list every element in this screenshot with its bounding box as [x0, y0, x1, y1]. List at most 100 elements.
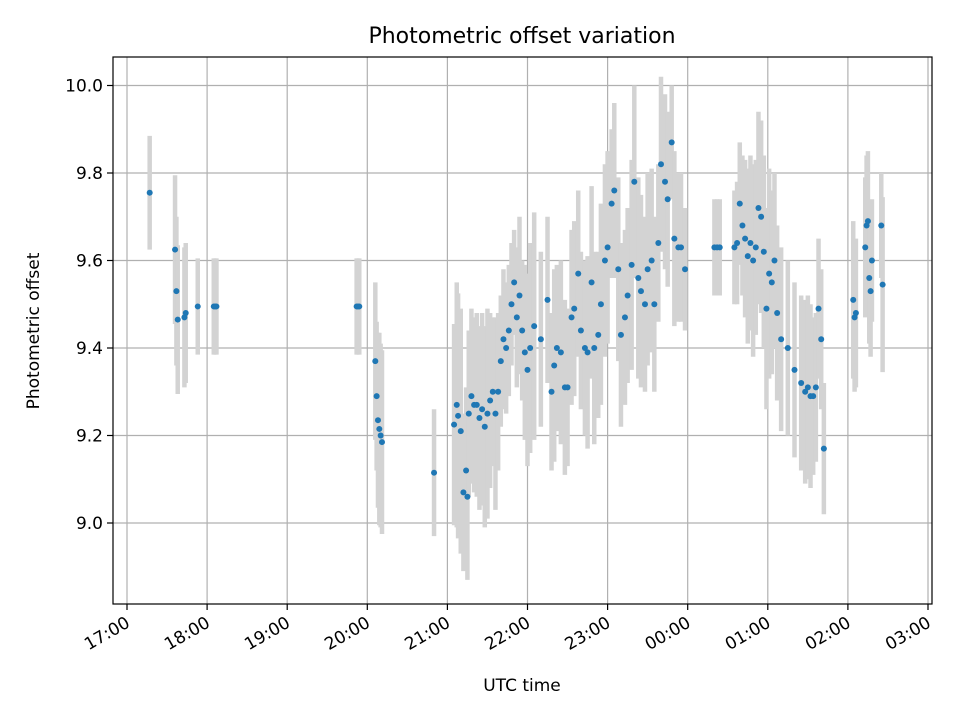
- data-point: [662, 178, 669, 185]
- data-point: [850, 296, 857, 303]
- data-point: [820, 445, 827, 452]
- data-point: [752, 244, 759, 251]
- data-point: [784, 345, 791, 351]
- data-point: [489, 388, 496, 395]
- data-point: [584, 349, 591, 356]
- data-point: [487, 397, 494, 404]
- data-point: [736, 200, 743, 207]
- data-point: [463, 467, 470, 474]
- data-point: [760, 248, 767, 255]
- data-point: [495, 388, 502, 395]
- data-point: [763, 305, 770, 312]
- y-tick-label: 9.4: [76, 339, 103, 359]
- data-point: [637, 288, 644, 295]
- data-point: [513, 314, 520, 321]
- data-point: [372, 358, 379, 365]
- data-point: [658, 161, 664, 168]
- data-point: [804, 384, 811, 391]
- data-point: [575, 270, 582, 277]
- data-point: [608, 200, 615, 207]
- data-point: [879, 281, 886, 288]
- data-point: [774, 310, 781, 316]
- data-point: [867, 288, 874, 295]
- data-point: [521, 349, 528, 356]
- data-point: [356, 303, 363, 310]
- data-point: [791, 366, 798, 373]
- data-point: [524, 366, 531, 373]
- data-point: [768, 279, 775, 286]
- data-point: [682, 266, 689, 273]
- data-point: [597, 301, 604, 308]
- data-point: [527, 345, 534, 351]
- data-point: [431, 469, 438, 476]
- data-point: [377, 432, 384, 439]
- data-point: [468, 393, 475, 400]
- data-point: [455, 412, 462, 419]
- data-point: [641, 301, 648, 308]
- data-point: [601, 257, 608, 264]
- data-point: [476, 415, 483, 421]
- y-tick-label: 9.6: [76, 252, 103, 272]
- data-point: [531, 323, 538, 330]
- data-point: [548, 388, 555, 395]
- y-tick-label: 9.0: [76, 514, 103, 534]
- data-point: [617, 331, 624, 338]
- data-point: [581, 345, 588, 351]
- y-tick-label: 10.0: [65, 77, 103, 97]
- data-point: [453, 401, 460, 408]
- data-point: [519, 327, 526, 334]
- data-point: [810, 393, 817, 400]
- data-point: [651, 301, 658, 308]
- data-point: [173, 288, 180, 295]
- data-point: [739, 222, 746, 229]
- data-point: [537, 336, 544, 343]
- data-point: [588, 279, 595, 286]
- y-tick-label: 9.8: [76, 164, 103, 184]
- data-point: [568, 314, 575, 321]
- data-point: [174, 316, 181, 323]
- data-point: [758, 213, 765, 220]
- data-point: [611, 187, 618, 194]
- data-point: [500, 336, 507, 343]
- data-point: [742, 235, 749, 242]
- data-point: [479, 406, 486, 413]
- data-point: [497, 358, 504, 365]
- data-point: [621, 314, 628, 321]
- data-point: [508, 301, 515, 308]
- data-point: [766, 270, 773, 277]
- data-points: [146, 139, 886, 500]
- data-point: [503, 345, 510, 351]
- data-point: [376, 425, 383, 432]
- y-tick-label: 9.2: [76, 427, 103, 447]
- data-point: [818, 336, 825, 343]
- data-point: [734, 240, 741, 246]
- data-point: [868, 257, 875, 264]
- data-point: [591, 345, 598, 351]
- data-point: [731, 244, 738, 251]
- data-point: [664, 196, 671, 203]
- data-point: [551, 362, 558, 369]
- data-point: [668, 139, 675, 146]
- data-point: [648, 257, 655, 264]
- data-point: [505, 327, 512, 334]
- data-point: [635, 275, 642, 281]
- data-point: [194, 303, 201, 310]
- data-point: [595, 331, 602, 338]
- data-point: [516, 292, 523, 299]
- data-point: [460, 489, 467, 496]
- data-point: [481, 423, 488, 430]
- data-point: [878, 222, 885, 229]
- x-axis-label: UTC time: [483, 676, 561, 696]
- data-point: [862, 244, 869, 251]
- data-point: [373, 393, 380, 400]
- data-point: [473, 401, 480, 408]
- data-point: [747, 240, 754, 246]
- data-point: [484, 410, 491, 417]
- data-point: [802, 388, 809, 395]
- data-point: [631, 178, 638, 185]
- data-point: [864, 218, 871, 225]
- data-point: [771, 257, 778, 264]
- data-point: [182, 310, 189, 316]
- data-point: [511, 279, 518, 286]
